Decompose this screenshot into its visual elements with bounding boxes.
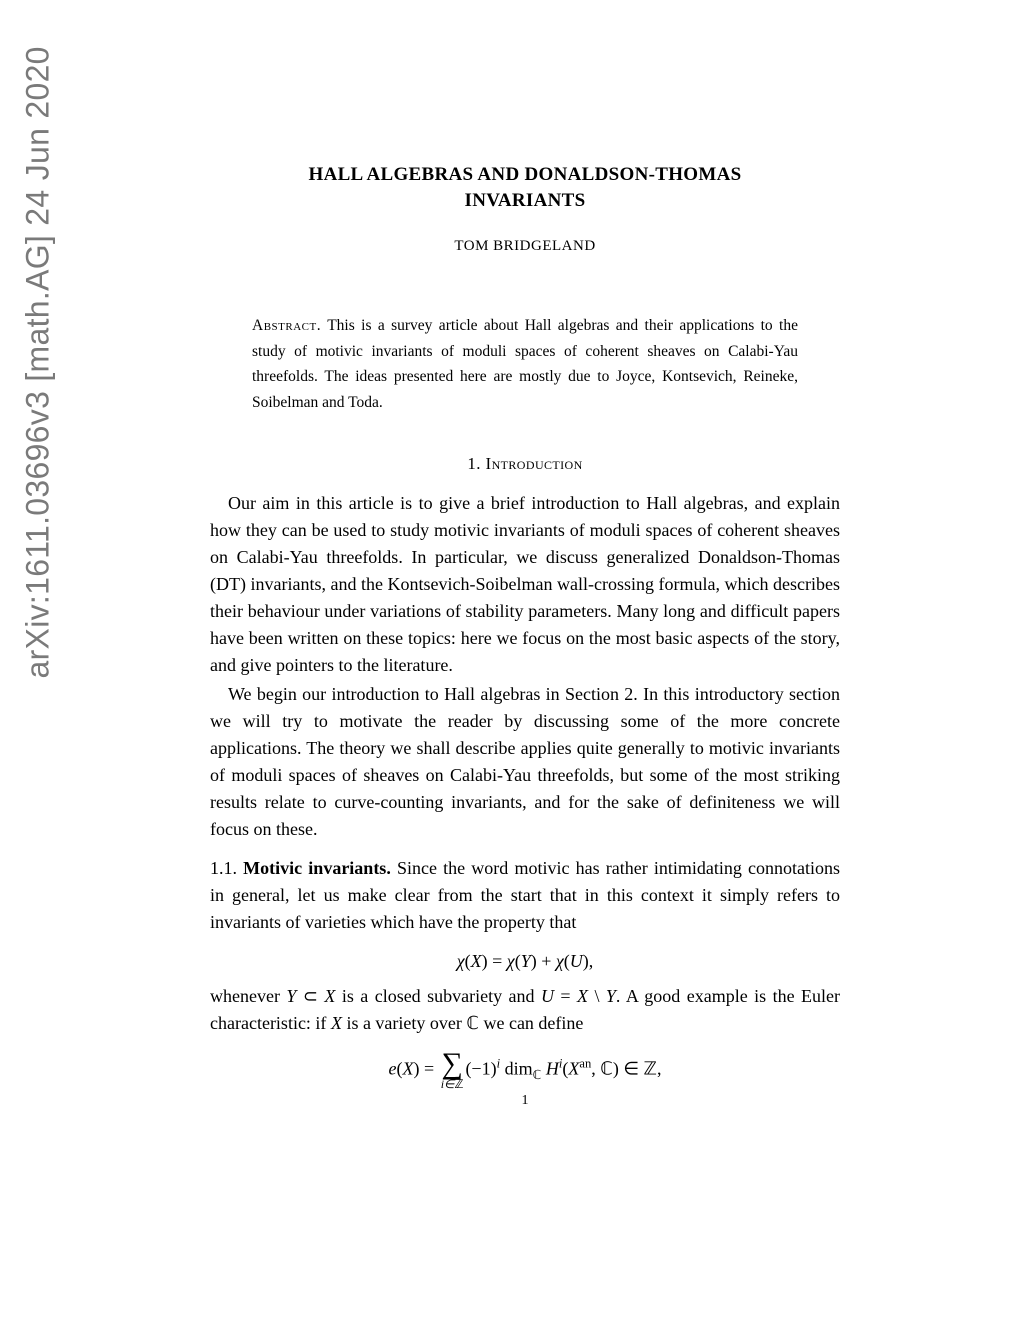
intro-para-1: Our aim in this article is to give a bri… — [210, 490, 840, 679]
section-name: Introduction — [486, 454, 583, 473]
intro-para-2: We begin our introduction to Hall algebr… — [210, 681, 840, 843]
text-after-eq1: whenever Y ⊂ X is a closed subvariety an… — [210, 983, 840, 1037]
equation-2: e(X) = ∑ i∈ℤ (−1)i dimℂ Hi(Xan, ℂ) ∈ ℤ, — [210, 1049, 840, 1091]
paper-title: HALL ALGEBRAS AND DONALDSON-THOMAS INVAR… — [210, 162, 840, 213]
page-number: 1 — [210, 1093, 840, 1109]
author-name: TOM BRIDGELAND — [210, 238, 840, 255]
section-number: 1. — [467, 454, 481, 473]
text-can-define: we can define — [479, 1013, 583, 1033]
arxiv-stamp: arXiv:1611.03696v3 [math.AG] 24 Jun 2020 — [20, 46, 57, 678]
equation-1: χ(X) = χ(Y) + χ(U), — [210, 950, 840, 973]
title-line-1: HALL ALGEBRAS AND DONALDSON-THOMAS — [308, 164, 741, 185]
abstract-text: This is a survey article about Hall alge… — [252, 317, 798, 411]
title-line-2: INVARIANTS — [465, 190, 586, 211]
subsection-title: Motivic invariants. — [243, 858, 391, 878]
text-variety-over: is a variety over — [342, 1013, 466, 1033]
abstract-label: Abstract. — [252, 317, 321, 334]
text-closed-sub: is a closed subvariety and — [335, 986, 541, 1006]
subsection-1-1: 1.1. Motivic invariants. Since the word … — [210, 855, 840, 936]
subsection-number: 1.1. — [210, 858, 237, 878]
text-whenever: whenever — [210, 986, 286, 1006]
abstract-block: Abstract. This is a survey article about… — [252, 313, 798, 415]
section-heading: 1. Introduction — [210, 454, 840, 474]
paper-content: HALL ALGEBRAS AND DONALDSON-THOMAS INVAR… — [210, 162, 840, 1109]
